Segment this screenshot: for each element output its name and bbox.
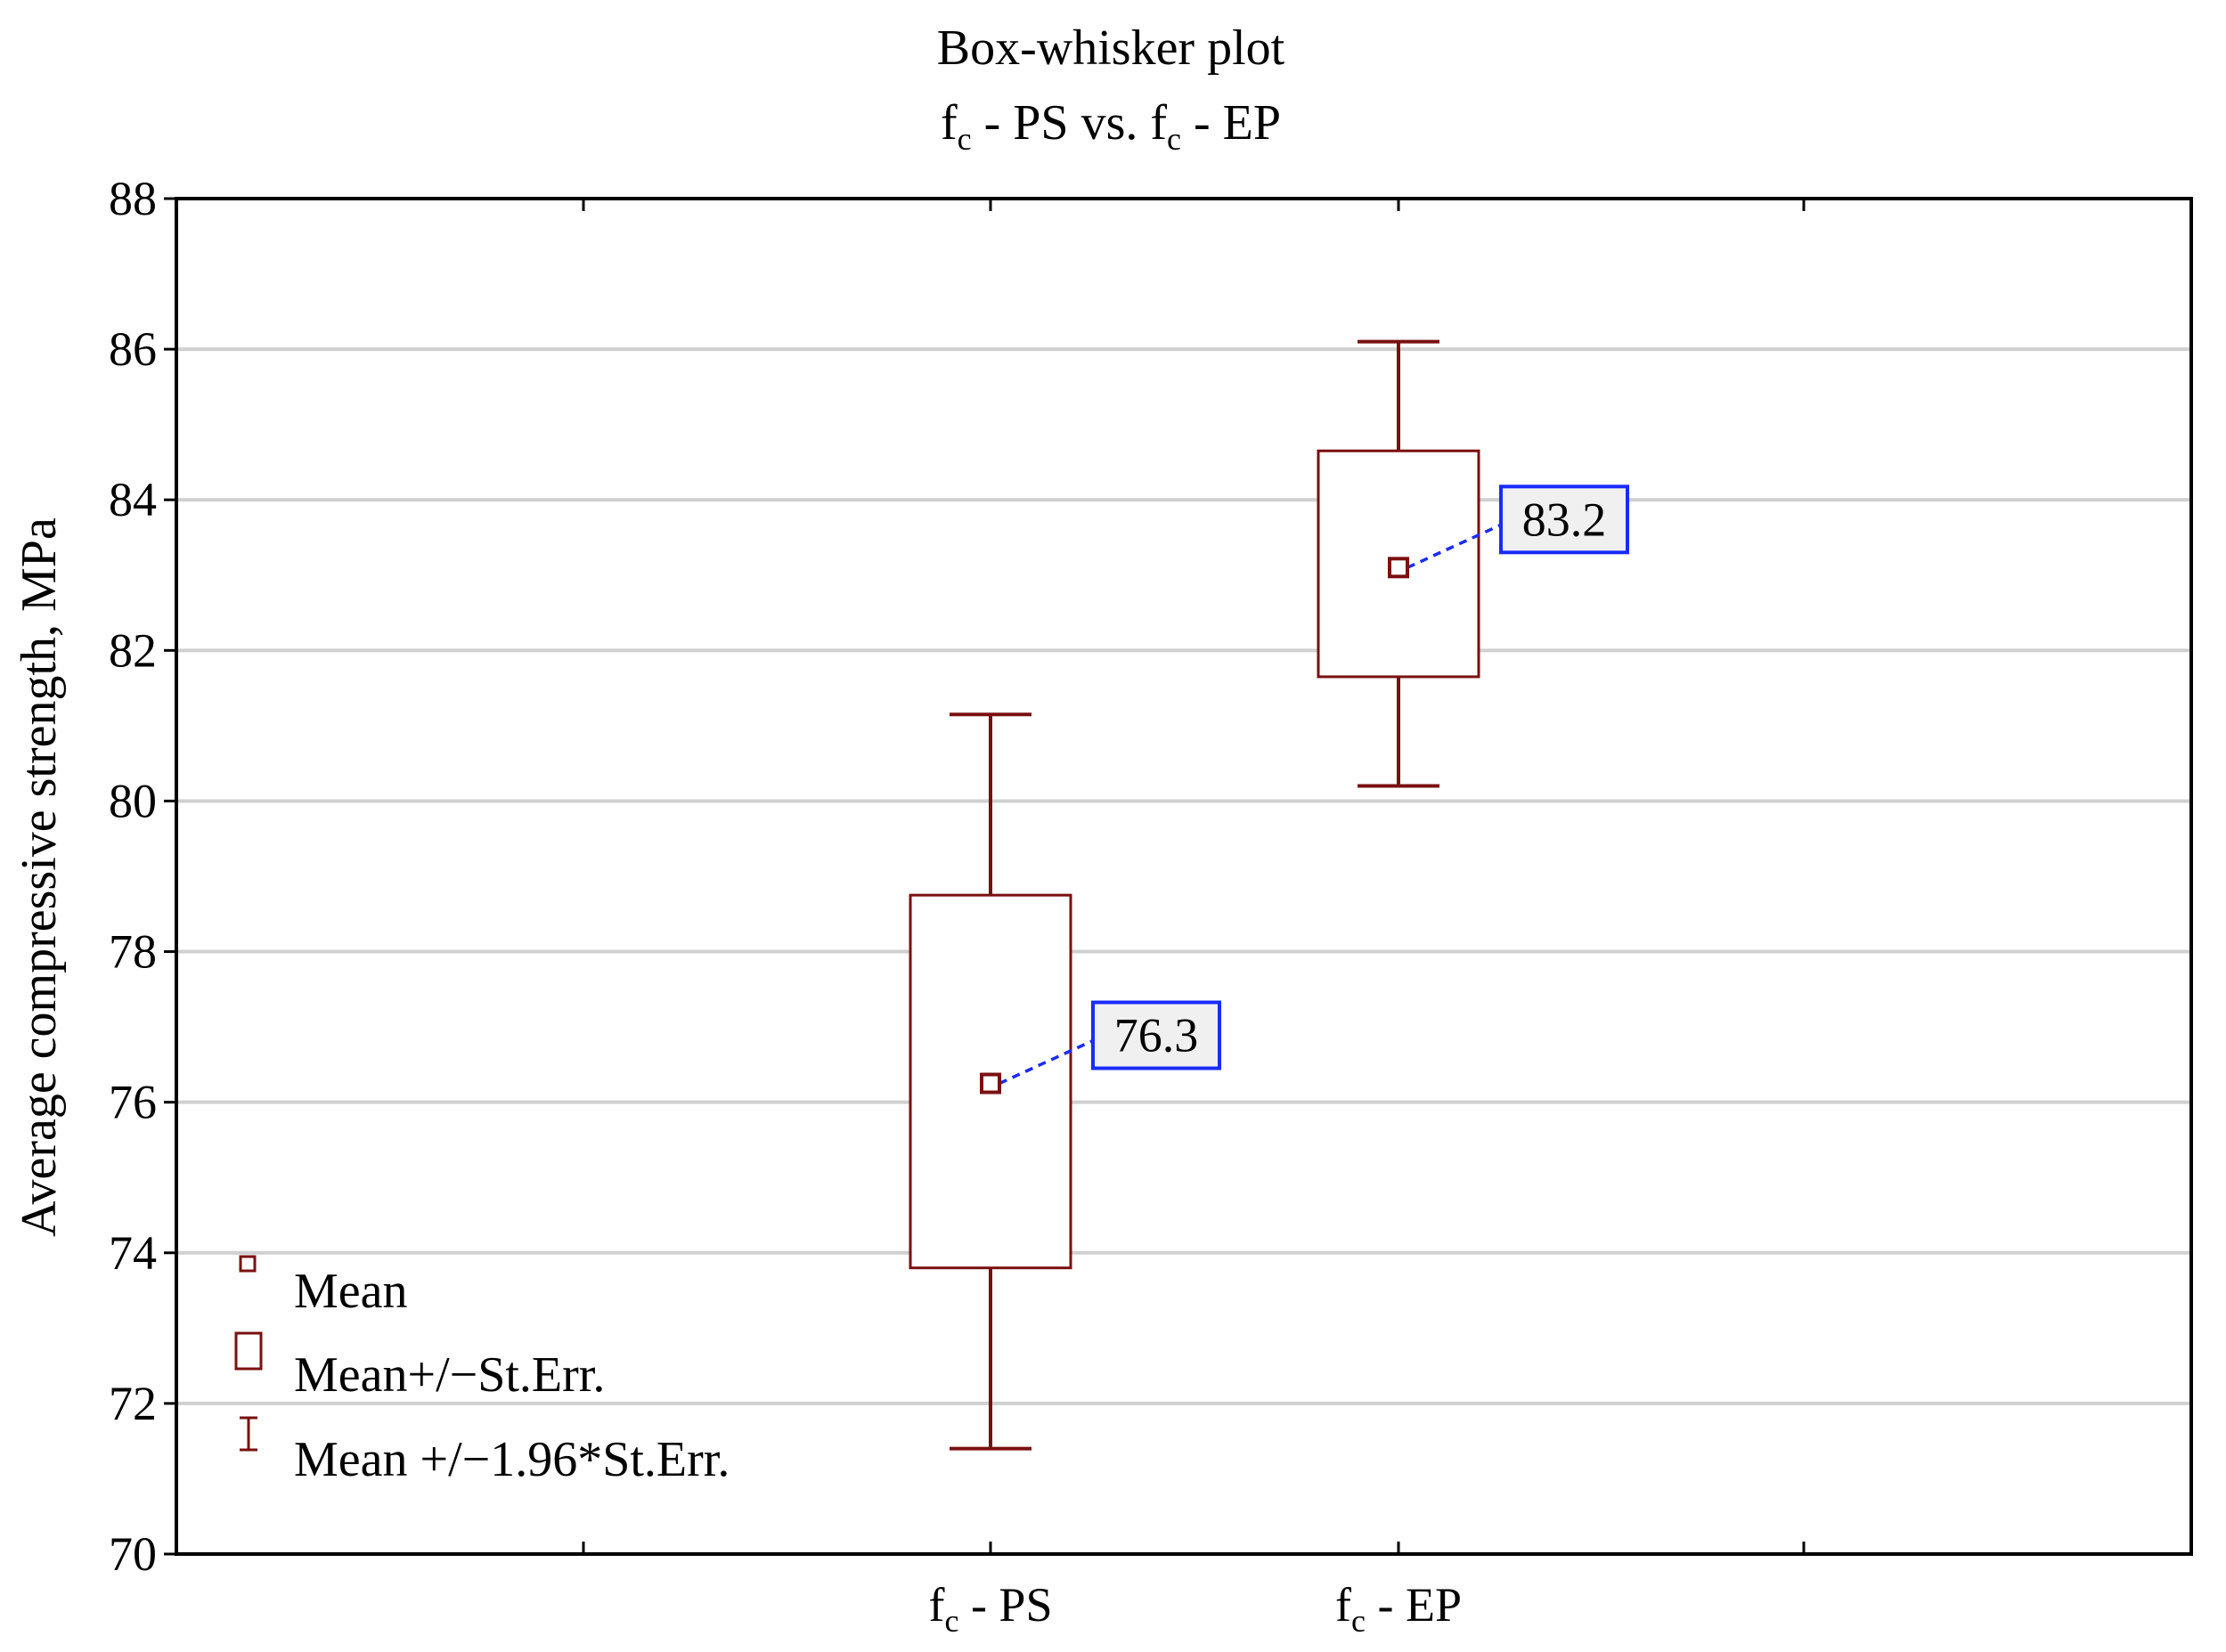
legend-box-symbol xyxy=(234,1331,263,1371)
y-tick-label: 84 xyxy=(109,473,157,526)
y-tick-labels: 70 72 74 76 78 80 82 84 86 88 xyxy=(109,172,157,1581)
y-tick-label: 70 xyxy=(109,1527,157,1581)
legend-ci-label: Mean +/−1.96*St.Err. xyxy=(294,1432,730,1487)
chart-subtitle: fc - PS vs. fc - EP xyxy=(941,95,1281,157)
y-axis-title: Average compressive strength, MPa xyxy=(12,517,67,1237)
y-tick-label: 76 xyxy=(109,1076,157,1129)
legend-mean-label: Mean xyxy=(294,1264,408,1319)
axis-ticks xyxy=(164,197,1806,1556)
y-tick-label: 82 xyxy=(109,623,157,677)
y-tick-label: 74 xyxy=(109,1226,157,1280)
chart-title: Box-whisker plot xyxy=(937,20,1285,76)
x-tick-label-ps: fc - PS xyxy=(928,1578,1052,1639)
grid-lines xyxy=(176,347,2191,1405)
x-tick-label-ep: fc - EP xyxy=(1335,1578,1462,1639)
legend: Mean Mean+/−St.Err. Mean +/−1.96*St.Err. xyxy=(234,1255,730,1487)
y-tick-label: 88 xyxy=(109,172,157,225)
legend-se-label: Mean+/−St.Err. xyxy=(294,1347,605,1403)
legend-mean-symbol xyxy=(239,1255,257,1273)
y-tick-label: 86 xyxy=(109,322,157,376)
value-label: 83.2 xyxy=(1522,492,1607,546)
box-group-0: 76.3 xyxy=(909,712,1221,1451)
mean-marker xyxy=(980,1072,1001,1095)
value-label: 76.3 xyxy=(1114,1009,1199,1062)
legend-whisker-symbol xyxy=(240,1416,257,1452)
label-leader-line xyxy=(1407,523,1502,569)
mean-marker xyxy=(1388,557,1409,579)
value-label-box xyxy=(1499,484,1629,555)
y-tick-label: 72 xyxy=(109,1377,157,1430)
label-leader-line xyxy=(999,1038,1094,1086)
plot-frame xyxy=(175,197,2193,1556)
value-label-box xyxy=(1091,1000,1221,1070)
box-group-1: 83.2 xyxy=(1317,339,1629,788)
y-tick-label: 78 xyxy=(109,925,157,979)
y-tick-label: 80 xyxy=(109,774,157,827)
plot-area: 76.3 83.2 xyxy=(909,339,1629,1451)
